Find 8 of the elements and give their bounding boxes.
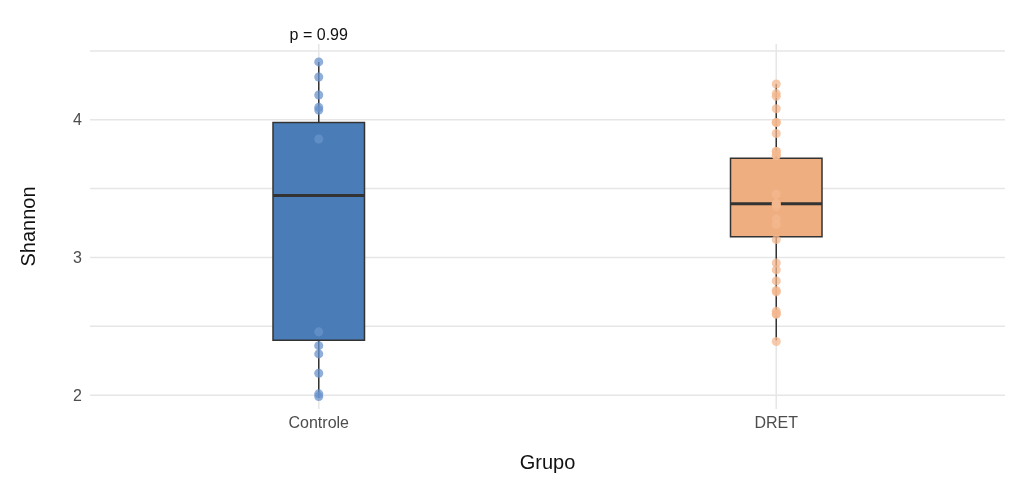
x-tick-label: Controle [288, 414, 350, 432]
y-axis-title: Shannon [17, 186, 40, 267]
text: p = 0.99 [289, 26, 348, 43]
x-tick-label: DRET [754, 414, 799, 432]
x-axis-title: Grupo [519, 451, 576, 473]
y-tick-label: 3 [73, 249, 83, 267]
y-tick-label: 4 [73, 111, 83, 129]
y-tick-label: 2 [73, 386, 83, 404]
